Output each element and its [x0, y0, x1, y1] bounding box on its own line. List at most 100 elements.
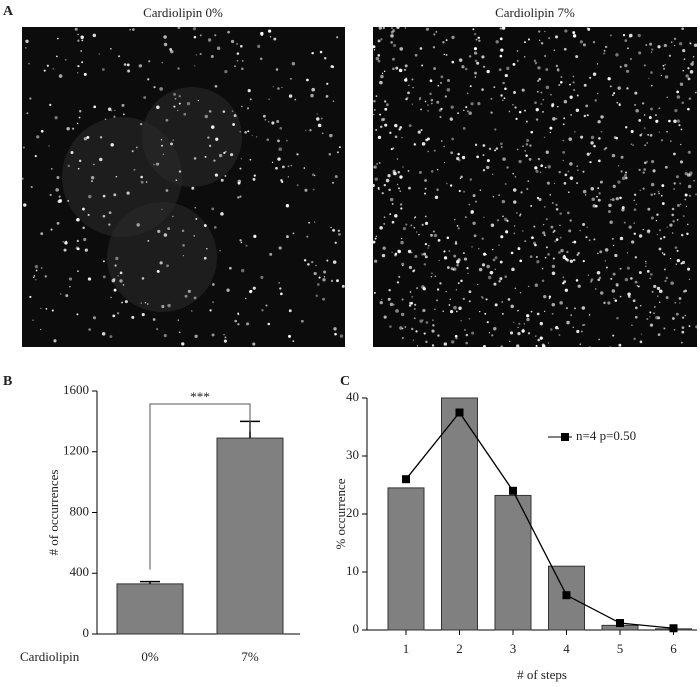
spot [378, 26, 383, 30]
spot [650, 182, 655, 187]
spot [597, 198, 601, 202]
spot [410, 224, 413, 227]
spot [670, 140, 672, 142]
spot [481, 55, 485, 59]
spot [74, 27, 78, 31]
spot [107, 107, 112, 112]
spot [234, 65, 236, 68]
spot [512, 188, 517, 192]
spot [676, 90, 680, 94]
spot [664, 279, 667, 283]
spot [673, 182, 676, 185]
spot [482, 345, 486, 349]
spot [80, 35, 84, 39]
spot [597, 120, 601, 124]
spot [634, 280, 638, 284]
spot [563, 99, 568, 104]
spot [538, 30, 541, 33]
spot [527, 285, 530, 288]
spot [528, 157, 532, 161]
spot [232, 123, 235, 126]
spot [552, 257, 555, 260]
spot [457, 227, 460, 230]
spot [465, 341, 468, 345]
spot [661, 252, 664, 254]
spot [477, 36, 480, 40]
spot [223, 151, 226, 154]
spot [462, 126, 466, 130]
spot [291, 62, 296, 66]
spot [398, 128, 401, 131]
spot [458, 306, 462, 310]
spot [190, 310, 193, 312]
spot [471, 246, 473, 248]
spot [63, 248, 67, 252]
spot [271, 161, 274, 164]
spot [432, 46, 436, 49]
spot [247, 89, 251, 93]
spot [392, 57, 395, 61]
spot [554, 325, 559, 330]
spot [424, 255, 428, 259]
spot [612, 244, 615, 247]
spot [512, 104, 514, 106]
spot [195, 54, 198, 56]
spot [407, 170, 410, 172]
spot [551, 271, 556, 276]
spot [127, 69, 131, 73]
spot [499, 260, 503, 264]
spot [543, 206, 546, 208]
spot [157, 229, 161, 233]
spot [625, 176, 628, 180]
spot [539, 321, 544, 326]
spot [663, 67, 666, 70]
spot [249, 98, 252, 101]
y-tick-label: 40 [346, 389, 359, 404]
spot [276, 119, 280, 123]
spot [538, 77, 541, 81]
spot [550, 328, 553, 331]
spot [590, 135, 595, 140]
spot [406, 96, 409, 99]
spot [517, 332, 521, 336]
spot [392, 29, 396, 33]
spot [445, 290, 447, 293]
spot [220, 178, 224, 182]
spot [604, 45, 608, 49]
spot [381, 192, 384, 195]
spot [76, 72, 79, 74]
spot [473, 51, 478, 55]
spot [272, 86, 275, 88]
spot [271, 121, 275, 125]
spot [685, 74, 689, 78]
spot [399, 203, 403, 206]
spot [462, 297, 465, 301]
spot [214, 34, 217, 37]
spot [34, 278, 37, 281]
spot [161, 61, 164, 64]
spot [607, 301, 611, 305]
spot [556, 68, 560, 72]
spot [512, 172, 514, 175]
spot [494, 303, 498, 307]
spot [236, 59, 239, 62]
spot [569, 176, 574, 180]
spot [296, 184, 299, 187]
spot [28, 62, 30, 65]
spot [651, 84, 653, 87]
spot [524, 240, 527, 243]
spot [173, 92, 177, 96]
spot [104, 118, 107, 121]
spot [516, 148, 519, 151]
spot [279, 287, 282, 290]
spot [543, 294, 547, 299]
spot [474, 76, 477, 78]
spot [68, 277, 73, 281]
spot [542, 110, 544, 113]
spot [474, 200, 478, 203]
spot [597, 278, 601, 282]
spot [478, 39, 481, 42]
spot [572, 31, 576, 35]
spot [399, 326, 403, 330]
spot [332, 260, 337, 264]
